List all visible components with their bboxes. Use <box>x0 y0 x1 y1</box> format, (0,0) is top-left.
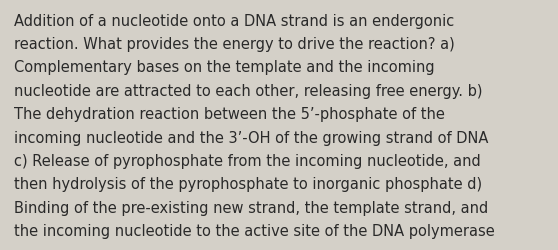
Text: reaction. What provides the energy to drive the reaction? a): reaction. What provides the energy to dr… <box>14 37 455 52</box>
Text: Binding of the pre-existing new strand, the template strand, and: Binding of the pre-existing new strand, … <box>14 200 488 215</box>
Text: the incoming nucleotide to the active site of the DNA polymerase: the incoming nucleotide to the active si… <box>14 223 495 238</box>
Text: c) Release of pyrophosphate from the incoming nucleotide, and: c) Release of pyrophosphate from the inc… <box>14 153 480 168</box>
Text: Addition of a nucleotide onto a DNA strand is an endergonic: Addition of a nucleotide onto a DNA stra… <box>14 14 454 29</box>
Text: then hydrolysis of the pyrophosphate to inorganic phosphate d): then hydrolysis of the pyrophosphate to … <box>14 176 482 192</box>
Text: The dehydration reaction between the 5’-phosphate of the: The dehydration reaction between the 5’-… <box>14 107 445 122</box>
Text: incoming nucleotide and the 3’-OH of the growing strand of DNA: incoming nucleotide and the 3’-OH of the… <box>14 130 488 145</box>
Text: nucleotide are attracted to each other, releasing free energy. b): nucleotide are attracted to each other, … <box>14 84 483 98</box>
Text: Complementary bases on the template and the incoming: Complementary bases on the template and … <box>14 60 435 75</box>
